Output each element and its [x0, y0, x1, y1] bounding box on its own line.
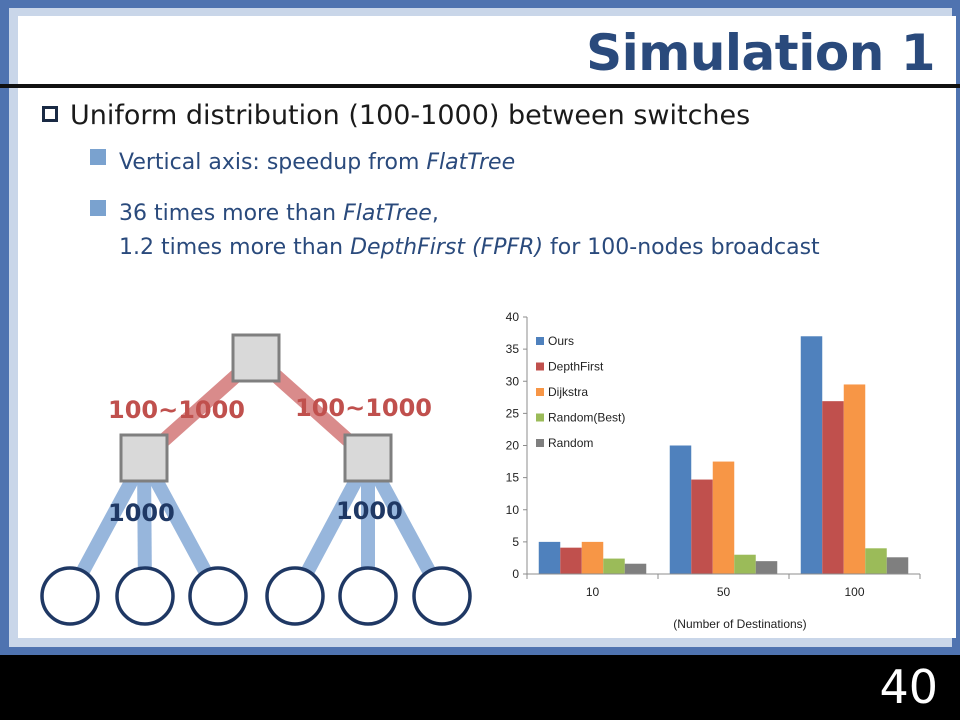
y-tick-label: 10	[506, 503, 520, 517]
y-tick-label: 15	[506, 471, 520, 485]
leaf-node	[412, 566, 472, 626]
bar	[624, 563, 647, 574]
y-tick-label: 20	[506, 439, 520, 453]
bar	[800, 336, 823, 574]
legend-swatch	[536, 413, 544, 422]
sub-bullet-3-emphasis: DepthFirst (FPFR)	[350, 235, 544, 260]
sub-bullet-2-emphasis: FlatTree	[343, 201, 432, 226]
bullet-main: Uniform distribution (100-1000) between …	[42, 97, 750, 135]
x-tick-label: 100	[844, 585, 864, 599]
y-axis: 0 5 10 15 20 25 30 35 40	[506, 310, 528, 581]
bar	[734, 554, 756, 574]
bar-chart: 0 5 10 15 20 25 30 35 40 10 50 100 Ours DepthFirst D…	[506, 310, 921, 631]
bar	[691, 479, 713, 574]
legend-swatch	[536, 388, 544, 396]
bar	[581, 541, 604, 574]
legend-swatch	[536, 362, 544, 371]
bar	[669, 445, 692, 574]
leaf-node	[115, 566, 175, 626]
leaf-node	[188, 566, 248, 626]
page-number: 40	[879, 660, 938, 714]
right-switch	[343, 433, 393, 483]
sub-bullet-2-text: 36 times more than	[119, 201, 344, 226]
bar	[822, 401, 844, 574]
bar	[603, 558, 625, 574]
leaf-node	[40, 566, 100, 626]
bar	[538, 541, 561, 574]
bars	[538, 336, 909, 574]
slide-title: Simulation 1	[586, 24, 935, 82]
root-switch	[231, 333, 281, 383]
bar	[886, 557, 909, 574]
sub-bullet-1-text: Vertical axis: speedup from	[119, 150, 427, 175]
legend-swatch	[536, 439, 544, 447]
legend-label: DepthFirst	[548, 360, 604, 374]
bar	[843, 384, 866, 574]
bar	[560, 547, 582, 574]
tree-diagram: 100~1000 100~1000 1000 1000	[40, 333, 472, 626]
bullet-main-text: Uniform distribution (100-1000) between …	[70, 100, 751, 131]
lower-left-link-label: 1000	[108, 499, 175, 527]
x-tick-label: 50	[717, 585, 731, 599]
x-axis-title: (Number of Destinations)	[673, 617, 806, 631]
legend-label: Random(Best)	[548, 411, 625, 425]
leaf-node	[338, 566, 398, 626]
y-tick-label: 5	[512, 535, 519, 549]
leaf-node	[265, 566, 325, 626]
slide-body	[18, 16, 956, 638]
legend-label: Ours	[548, 334, 574, 348]
legend-swatch	[536, 337, 544, 345]
sub-bullet-1-emphasis: FlatTree	[426, 150, 516, 175]
y-tick-label: 0	[512, 567, 519, 581]
lower-right-link-label: 1000	[336, 497, 403, 525]
upper-left-link-label: 100~1000	[108, 396, 245, 424]
sub-bullet-2-suffix: ,	[431, 201, 439, 226]
bar	[712, 461, 735, 574]
title-rule	[0, 84, 960, 88]
sub-bullet-1: Vertical axis: speedup from FlatTree	[90, 146, 515, 180]
x-tick-label: 10	[586, 585, 600, 599]
sub-bullet-3-text: 1.2 times more than	[119, 235, 351, 260]
y-tick-label: 30	[506, 374, 520, 388]
square-bullet-icon	[42, 106, 58, 122]
legend-label: Dijkstra	[548, 385, 588, 399]
square-bullet-icon	[90, 200, 106, 216]
x-axis: 10 50 100	[526, 573, 921, 599]
y-tick-label: 35	[506, 342, 520, 356]
y-tick-label: 40	[506, 310, 520, 324]
y-tick-label: 25	[506, 406, 520, 420]
upper-right-link-label: 100~1000	[295, 394, 432, 422]
sub-bullet-3-suffix: for 100-nodes broadcast	[543, 235, 820, 260]
legend: Ours DepthFirst Dijkstra Random(Best) Random	[536, 334, 625, 450]
bar	[755, 561, 778, 574]
sub-bullet-2-continuation: 1.2 times more than DepthFirst (FPFR) fo…	[119, 231, 820, 265]
square-bullet-icon	[90, 149, 106, 165]
legend-label: Random	[548, 436, 593, 450]
left-switch	[119, 433, 169, 483]
sub-bullet-2: 36 times more than FlatTree,	[90, 197, 439, 231]
bar	[865, 548, 887, 574]
